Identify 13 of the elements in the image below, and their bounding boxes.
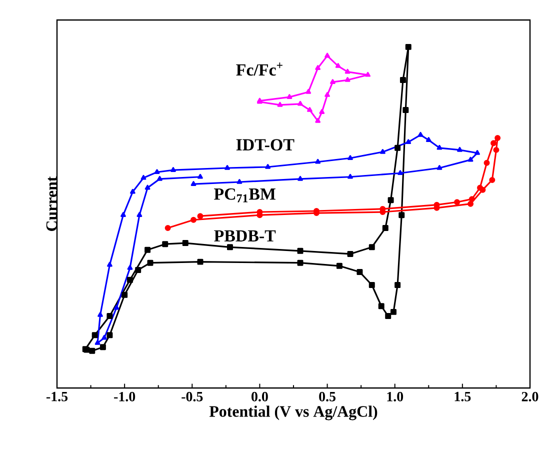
series-label: Fc/Fc$^{+}$ [236,62,282,76]
x-axis-title: Potential (V vs Ag/AgCl) [209,406,378,420]
x-tick-label: -0.5 [182,392,203,402]
series-label: PC$_{71}$BM [214,188,276,202]
x-tick-label: 0.5 [319,392,336,402]
series-label: IDT-OT [236,139,294,151]
x-tick-label: 1.5 [454,392,471,402]
series-label: PBDB-T [214,230,276,242]
x-tick-label: -1.5 [46,392,68,402]
x-tick-label: -1.0 [114,392,136,402]
x-tick-label: 1.0 [387,392,404,402]
x-tick-label: 2.0 [522,392,538,402]
x-tick-label: 0.0 [252,392,268,402]
